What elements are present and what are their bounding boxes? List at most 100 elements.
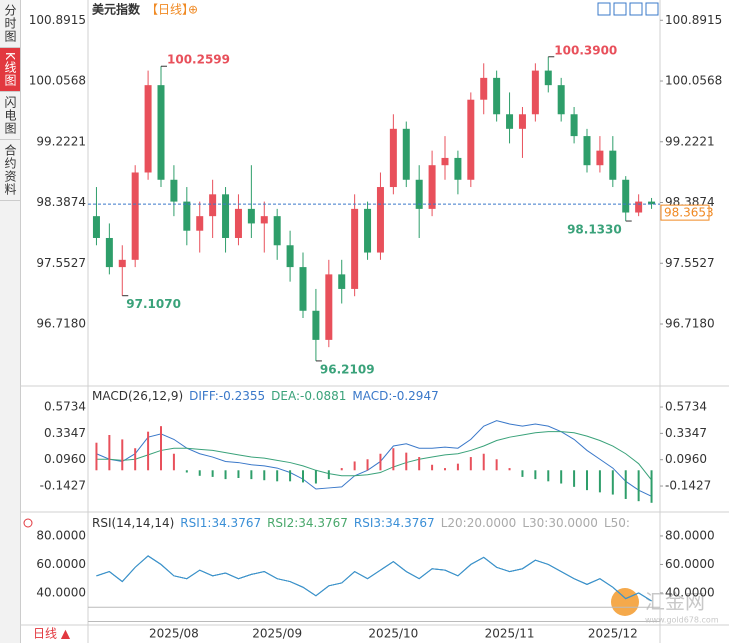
header-text: RSI3: [354, 516, 385, 530]
candle-body [493, 77, 501, 115]
y-tick-label-right: 99.2221 [665, 134, 715, 148]
header-text: -0.2947 [392, 389, 438, 403]
y-tick-label-right: 80.0000 [665, 528, 715, 542]
x-tick-label: 2025/09 [252, 627, 302, 641]
candle-body [389, 128, 397, 188]
header-text: 34.3767 [211, 516, 261, 530]
y-tick-label: 0.3347 [44, 426, 86, 440]
level-name: L50: [604, 516, 630, 530]
candle-body [338, 274, 346, 289]
y-tick-label: 96.7180 [36, 317, 86, 331]
y-tick-label-right: 0.3347 [665, 426, 707, 440]
macd-line [96, 431, 652, 481]
icon[interactable] [613, 2, 627, 16]
frame [20, 0, 729, 643]
x-tick-label: 2025/12 [588, 627, 638, 641]
candle-body [286, 245, 294, 268]
icon[interactable] [629, 2, 643, 16]
y-tick-label-right: 0.5734 [665, 400, 707, 414]
y-tick-label-right: 60.0000 [665, 557, 715, 571]
header-text: -0.0881 [300, 389, 346, 403]
icon[interactable] [645, 2, 659, 16]
period-button[interactable]: 日线 ▲ [33, 627, 71, 641]
header-text: 34.3767 [385, 516, 435, 530]
rsi-line [96, 555, 652, 602]
candle-body [222, 194, 230, 238]
rsi-icon [23, 518, 33, 528]
candle-body [260, 216, 268, 224]
candle-body [596, 150, 604, 166]
candle-body [428, 165, 436, 209]
y-tick-label: 100.8915 [29, 13, 86, 27]
candle-body [196, 216, 204, 231]
candle-body [415, 179, 423, 209]
header-text: RSI2: [267, 516, 298, 530]
low-label: 97.1070 [126, 297, 181, 311]
level-name: L30: [522, 516, 548, 530]
candle-body [92, 216, 100, 238]
candle-body [480, 77, 488, 100]
header-text: RSI1: [180, 516, 211, 530]
sidebar-tab[interactable]: K线图 [0, 48, 20, 92]
level-value: 20.0000 [467, 516, 517, 530]
y-tick-label: 60.0000 [36, 557, 86, 571]
header-text: MACD(26,12,9) [92, 389, 183, 403]
candle-body [157, 85, 165, 180]
icon[interactable] [597, 2, 611, 16]
candle-body [273, 216, 281, 246]
chart-icon: ⊕ [188, 3, 198, 17]
panel-header: RSI(14,14,14) RSI1:34.3767 RSI2:34.3767 RSI… [92, 516, 630, 530]
candle-body [131, 172, 139, 260]
y-tick-label-right: 97.5527 [665, 256, 715, 270]
candle-body [209, 194, 217, 217]
candle-body [609, 150, 617, 180]
current-price-label: 98.3653 [664, 206, 714, 220]
candle-body [441, 157, 449, 166]
watermark: 汇金网 [645, 590, 705, 614]
x-tick-label: 2025/10 [368, 627, 418, 641]
watermark-logo [611, 588, 639, 616]
candle-body [118, 259, 126, 268]
sidebar: 分时图 K线图 闪电图 合约资料 [0, 0, 21, 643]
x-tick-label: 2025/11 [485, 627, 535, 641]
candle-body [506, 114, 514, 129]
watermark-url: www.gold678.com [645, 616, 719, 625]
rsi-line [96, 555, 652, 602]
candle-body [247, 208, 255, 224]
y-tick-label: -0.1427 [40, 479, 86, 493]
y-tick-label: 80.0000 [36, 528, 86, 542]
candle-body [376, 187, 384, 253]
candle-body [570, 114, 578, 137]
level-name: L20: [441, 516, 467, 530]
y-tick-label: 0.5734 [44, 400, 86, 414]
candle-body [648, 201, 656, 205]
sidebar-tab[interactable]: 闪电图 [0, 92, 20, 140]
sidebar-tab[interactable]: 合约资料 [0, 140, 20, 201]
macd-line [96, 420, 652, 497]
high-label: 100.3900 [554, 43, 617, 57]
candle-body [402, 128, 410, 180]
level-value: 30.0000 [548, 516, 598, 530]
y-tick-label: 100.0568 [29, 74, 86, 88]
candle-body [234, 208, 242, 238]
y-tick-label: 40.0000 [36, 585, 86, 599]
y-tick-label-right: 100.8915 [665, 13, 722, 27]
sidebar-tab[interactable]: 分时图 [0, 0, 20, 48]
y-tick-label: 97.5527 [36, 256, 86, 270]
high-label: 100.2599 [167, 53, 230, 67]
y-tick-label-right: -0.1427 [665, 479, 711, 493]
y-tick-label-right: 96.7180 [665, 317, 715, 331]
candle-body [467, 99, 475, 180]
candle-body [544, 70, 552, 86]
candle-body [312, 310, 320, 340]
candle-body [325, 274, 333, 340]
candle-body [622, 179, 630, 213]
candle-body [144, 85, 152, 173]
candle-body [557, 85, 565, 115]
header-text: -0.2355 [219, 389, 265, 403]
y-tick-label-right: 0.0960 [665, 452, 707, 466]
header-text: RSI(14,14,14) [92, 516, 174, 530]
candle-body [364, 208, 372, 253]
x-tick-label: 2025/08 [149, 627, 199, 641]
